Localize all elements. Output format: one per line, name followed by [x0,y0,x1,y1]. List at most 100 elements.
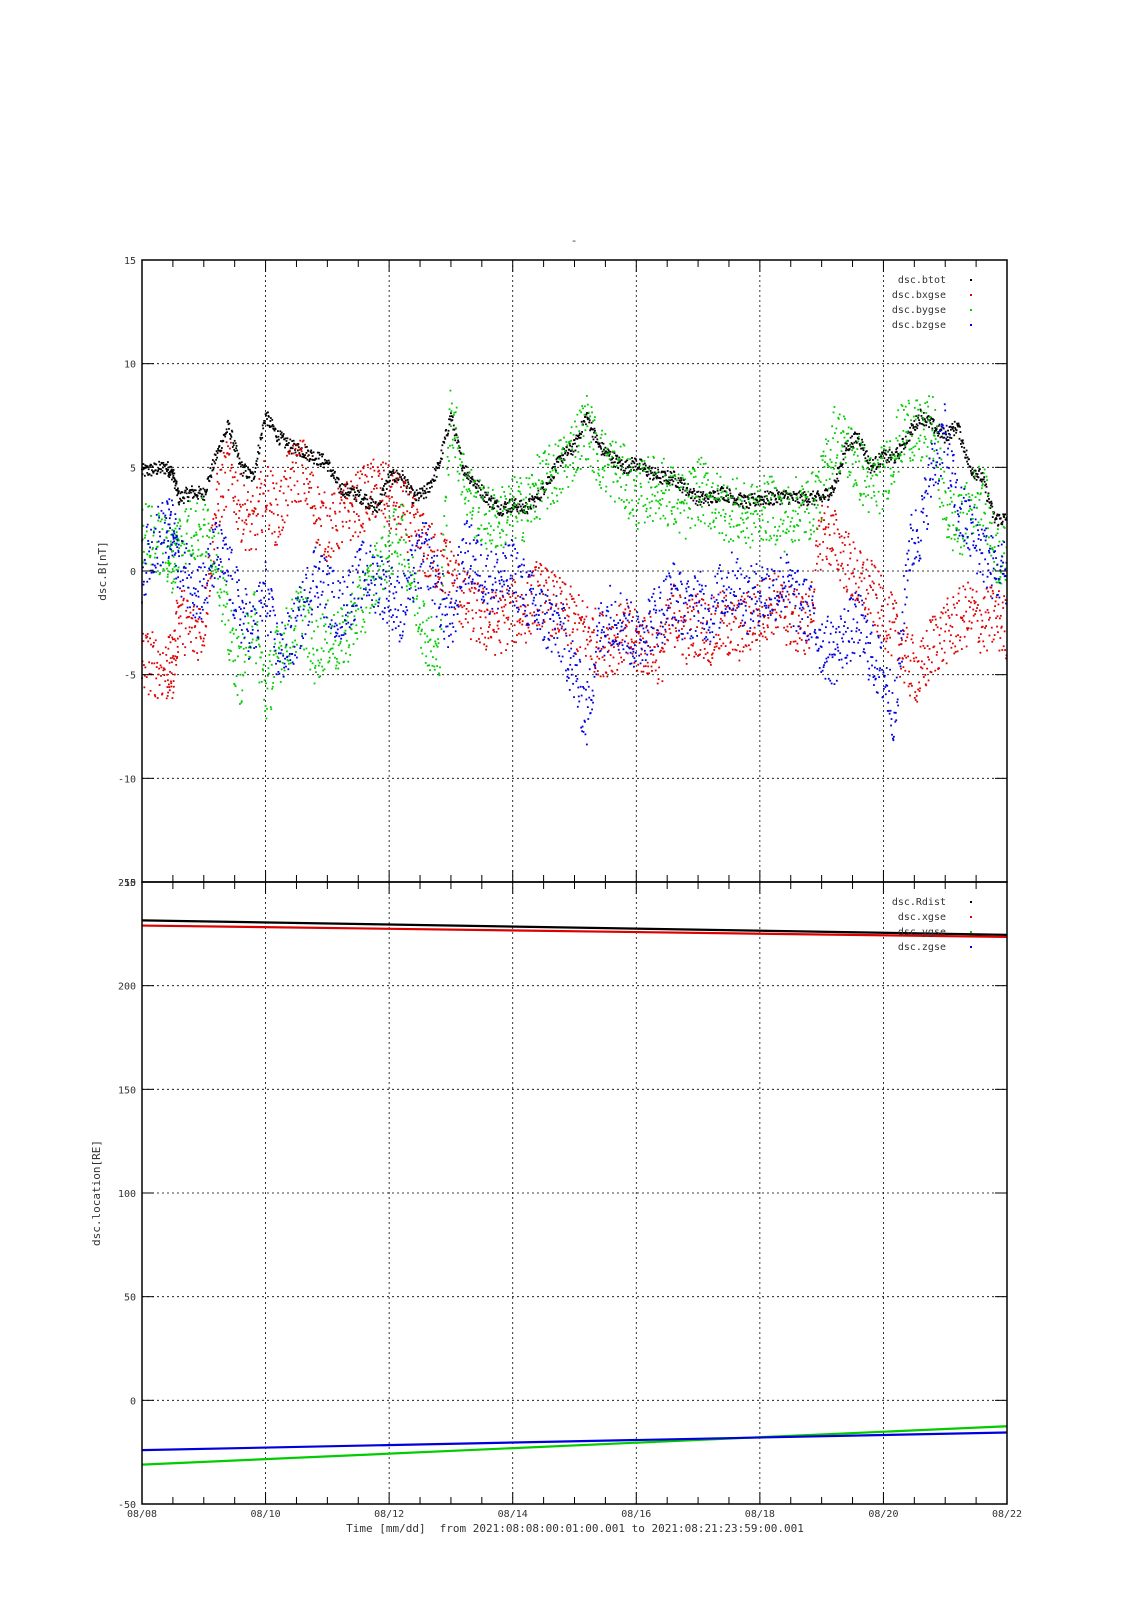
data-point [167,471,170,474]
data-point [510,499,513,501]
data-point [767,503,770,505]
data-point [148,554,151,557]
data-point [607,628,610,631]
data-point [977,476,980,479]
data-point [498,532,501,535]
data-point [522,506,525,508]
data-point [230,429,233,432]
data-point [483,643,486,646]
data-point [180,544,182,547]
data-point [690,472,693,475]
data-point [809,621,812,624]
data-point [184,489,187,492]
data-point [638,466,641,469]
data-point [296,643,298,646]
data-point [910,423,913,425]
data-point [785,629,787,632]
data-point [960,648,963,650]
data-point [906,636,909,639]
data-point [413,516,416,519]
data-point [330,625,333,628]
data-point [961,439,964,442]
data-point [613,646,615,649]
data-point [607,451,610,454]
data-point [170,533,173,536]
data-point [577,451,580,453]
data-point [192,609,195,611]
data-point [666,638,669,641]
data-point [350,487,353,490]
data-point [686,607,689,609]
data-point [385,557,388,560]
data-point [309,668,312,671]
data-point [616,636,619,639]
data-point [896,455,899,457]
data-point [528,575,531,578]
data-point [530,593,533,595]
data-point [982,597,985,600]
data-point [302,604,305,607]
data-point [154,639,157,642]
data-point [828,534,831,536]
data-point [703,498,706,501]
data-point [432,478,435,481]
data-point [628,470,631,473]
data-point [303,456,306,459]
data-point [915,423,918,426]
data-point [607,449,610,452]
data-point [701,639,704,642]
data-point [196,495,199,498]
data-point [381,493,383,496]
data-point [256,464,258,466]
data-point [976,619,979,622]
data-point [536,624,538,627]
data-point [712,519,715,522]
data-point [652,520,654,522]
data-point [419,633,422,636]
data-point [294,451,297,454]
data-point [694,475,697,478]
data-point [353,510,355,513]
data-point [910,638,913,641]
data-point [251,471,254,474]
data-point [189,630,191,633]
data-point [433,665,436,668]
data-point [351,505,354,508]
data-point [205,490,208,493]
data-point [605,485,608,488]
data-point [340,649,343,652]
data-point [908,439,911,442]
data-point [508,593,510,596]
data-point [339,492,342,495]
data-point [977,604,979,606]
data-point [990,626,993,629]
data-point [316,451,319,454]
data-point [478,507,480,509]
data-point [997,631,999,634]
data-point [415,489,418,492]
data-point [694,502,697,505]
data-point [844,531,847,533]
data-point [375,510,378,513]
data-point [874,455,877,458]
data-point [257,444,260,447]
data-point [631,640,633,643]
data-point [815,496,817,498]
data-point [342,621,344,624]
data-point [650,665,653,668]
data-point [904,446,907,449]
data-point [552,454,555,457]
data-point [662,514,665,517]
data-point [449,541,451,543]
data-point [588,640,591,643]
data-point [335,664,338,667]
data-point [202,524,205,526]
data-point [794,607,796,610]
data-point [238,517,240,519]
data-point [337,478,340,481]
data-point [338,485,341,488]
data-point [829,547,832,550]
data-point [306,477,308,480]
data-point [446,467,449,470]
data-point [697,490,700,493]
